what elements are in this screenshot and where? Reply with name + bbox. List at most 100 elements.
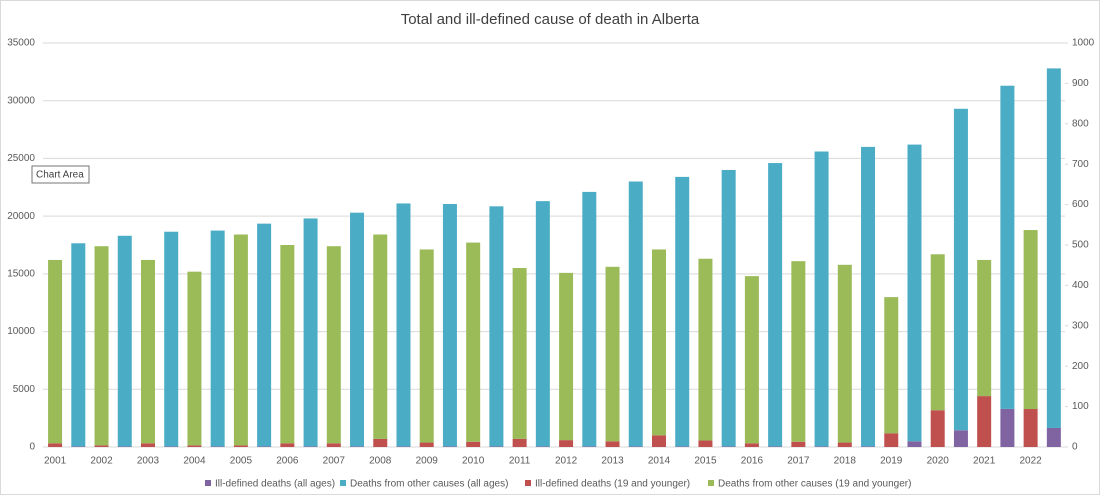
bar: [164, 446, 179, 447]
bar: [744, 276, 759, 444]
x-tick-label: 2018: [834, 456, 857, 467]
x-tick-label: 2001: [44, 456, 67, 467]
bar: [582, 446, 597, 447]
y2-tick-label: 800: [1072, 118, 1089, 129]
y2-tick-label: 600: [1072, 199, 1089, 210]
bar: [837, 442, 852, 447]
y-tick-label: 35000: [7, 38, 35, 49]
bar: [1046, 68, 1061, 428]
bar: [698, 440, 713, 447]
x-tick-label: 2006: [276, 456, 299, 467]
x-tick-label: 2019: [880, 456, 903, 467]
bar: [535, 446, 550, 447]
bar: [512, 438, 527, 447]
y-tick-label: 10000: [7, 326, 35, 337]
bar: [117, 235, 132, 447]
bar: [117, 446, 132, 447]
x-tick-label: 2002: [90, 456, 113, 467]
bar: [257, 446, 272, 447]
bar: [233, 234, 248, 446]
bar: [373, 234, 388, 439]
bar: [559, 272, 574, 441]
bar: [791, 441, 806, 447]
bar: [628, 181, 643, 447]
tooltip-text: Chart Area: [36, 170, 84, 181]
x-tick-label: 2017: [787, 456, 810, 467]
bar: [977, 396, 992, 447]
x-tick-label: 2015: [694, 456, 717, 467]
y2-tick-label: 500: [1072, 240, 1089, 251]
x-tick-label: 2007: [323, 456, 346, 467]
bar: [791, 261, 806, 442]
bar: [140, 259, 155, 444]
bar: [164, 231, 179, 447]
y2-tick-label: 100: [1072, 401, 1089, 412]
y2-tick-label: 1000: [1072, 38, 1095, 49]
y-tick-label: 15000: [7, 268, 35, 279]
bar: [396, 203, 411, 447]
bar: [71, 243, 86, 447]
bar: [744, 443, 759, 447]
x-tick-label: 2004: [183, 456, 206, 467]
bar: [884, 433, 899, 447]
legend-label: Deaths from other causes (all ages): [350, 479, 508, 490]
bar: [466, 441, 481, 447]
bar: [884, 297, 899, 434]
legend-swatch: [205, 480, 211, 486]
bar: [187, 445, 202, 447]
x-tick-label: 2009: [416, 456, 439, 467]
bar: [930, 410, 945, 447]
bar: [512, 268, 527, 439]
bar: [280, 443, 295, 447]
bar: [651, 435, 666, 447]
y2-tick-label: 200: [1072, 361, 1089, 372]
bar: [303, 446, 318, 447]
y2-tick-label: 700: [1072, 159, 1089, 170]
legend-label: Ill-defined deaths (19 and younger): [535, 479, 690, 490]
chart-title: Total and ill-defined cause of death in …: [401, 11, 700, 28]
legend-swatch: [708, 480, 714, 486]
tooltip: Chart Area: [31, 165, 90, 184]
x-tick-label: 2012: [555, 456, 578, 467]
x-tick-label: 2011: [509, 456, 531, 467]
bar: [1000, 408, 1015, 447]
bar: [907, 144, 922, 442]
bar: [861, 446, 876, 447]
x-tick-label: 2005: [230, 456, 253, 467]
x-tick-label: 2022: [1019, 456, 1042, 467]
bar: [326, 443, 341, 447]
bar: [977, 259, 992, 397]
bar: [326, 246, 341, 444]
bar: [628, 446, 643, 447]
legend-swatch: [340, 480, 346, 486]
y-tick-label: 25000: [7, 153, 35, 164]
bar: [605, 266, 620, 442]
y2-tick-label: 400: [1072, 280, 1089, 291]
legend-label: Ill-defined deaths (all ages): [215, 479, 335, 490]
bar: [861, 146, 876, 447]
y-tick-label: 30000: [7, 95, 35, 106]
bar: [442, 446, 457, 447]
bar: [350, 212, 365, 447]
bar: [373, 438, 388, 447]
bar: [303, 218, 318, 447]
bar: [48, 443, 63, 447]
x-tick-label: 2016: [741, 456, 764, 467]
bar: [535, 201, 550, 447]
bar: [210, 230, 225, 447]
bar: [605, 441, 620, 447]
bar: [698, 258, 713, 441]
bar: [582, 191, 597, 447]
bar: [210, 446, 225, 447]
bar: [1023, 409, 1038, 447]
bar: [419, 442, 434, 447]
bar: [71, 446, 86, 447]
bar: [187, 271, 202, 446]
bar: [721, 169, 736, 447]
y2-tick-label: 300: [1072, 320, 1089, 331]
legend-swatch: [525, 480, 531, 486]
bar: [280, 245, 295, 444]
bar: [350, 446, 365, 447]
y2-tick-label: 0: [1072, 442, 1078, 453]
x-tick-label: 2014: [648, 456, 671, 467]
